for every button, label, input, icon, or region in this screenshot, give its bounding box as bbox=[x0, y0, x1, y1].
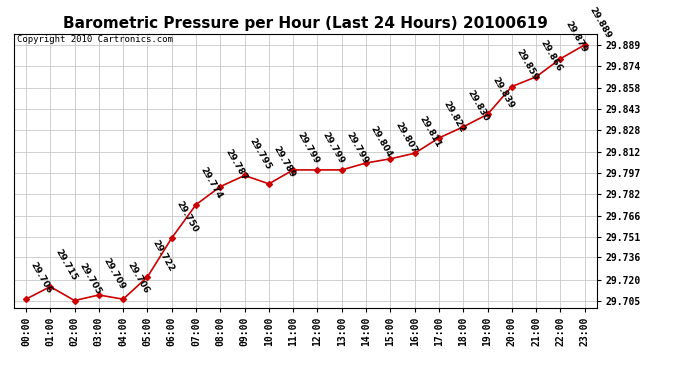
Text: 29.879: 29.879 bbox=[563, 20, 589, 55]
Text: 29.799: 29.799 bbox=[296, 131, 322, 166]
Text: 29.706: 29.706 bbox=[29, 260, 54, 295]
Text: Copyright 2010 Cartronics.com: Copyright 2010 Cartronics.com bbox=[17, 35, 172, 44]
Text: 29.705: 29.705 bbox=[77, 262, 103, 296]
Text: 29.839: 29.839 bbox=[491, 75, 515, 110]
Text: 29.789: 29.789 bbox=[272, 145, 297, 180]
Text: 29.804: 29.804 bbox=[369, 124, 394, 159]
Text: 29.822: 29.822 bbox=[442, 99, 467, 134]
Text: 29.795: 29.795 bbox=[248, 136, 273, 171]
Text: 29.706: 29.706 bbox=[126, 260, 151, 295]
Text: 29.866: 29.866 bbox=[539, 38, 564, 73]
Text: 29.799: 29.799 bbox=[344, 131, 370, 166]
Text: 29.750: 29.750 bbox=[175, 199, 199, 234]
Text: 29.709: 29.709 bbox=[101, 256, 127, 291]
Text: 29.722: 29.722 bbox=[150, 238, 175, 273]
Text: 29.787: 29.787 bbox=[223, 148, 248, 183]
Title: Barometric Pressure per Hour (Last 24 Hours) 20100619: Barometric Pressure per Hour (Last 24 Ho… bbox=[63, 16, 548, 31]
Text: 29.774: 29.774 bbox=[199, 166, 224, 201]
Text: 29.859: 29.859 bbox=[515, 48, 540, 82]
Text: 29.807: 29.807 bbox=[393, 120, 418, 154]
Text: 29.889: 29.889 bbox=[587, 6, 613, 41]
Text: 29.811: 29.811 bbox=[417, 114, 442, 149]
Text: 29.799: 29.799 bbox=[320, 131, 346, 166]
Text: 29.830: 29.830 bbox=[466, 88, 491, 123]
Text: 29.715: 29.715 bbox=[53, 248, 78, 282]
